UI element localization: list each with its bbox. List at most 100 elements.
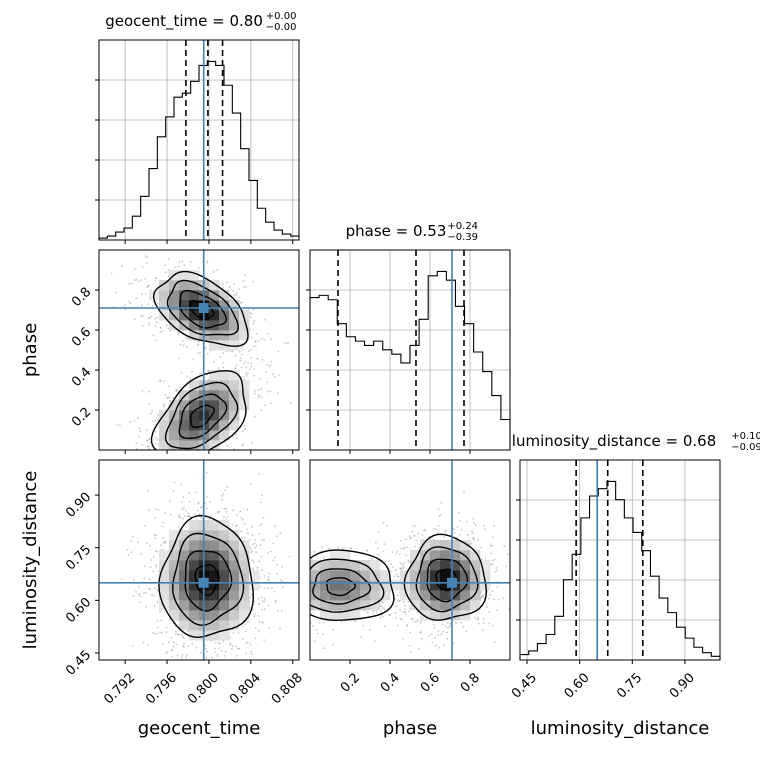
panel-geocent_time-phase-sample-point	[172, 396, 175, 399]
panel-geocent_time-luminosity_distance-sample-point	[194, 491, 197, 494]
panel-geocent_time-phase-sample-point	[148, 441, 151, 444]
panel-geocent_time-luminosity_distance-sample-point	[152, 631, 154, 634]
panel-phase-luminosity_distance-sample-point	[332, 628, 335, 631]
panel-geocent_time-phase-density-cell	[179, 280, 190, 291]
panel-geocent_time-phase-density-cell	[209, 430, 220, 441]
panel-geocent_time-luminosity_distance-sample-point	[191, 642, 194, 645]
panel-geocent_time-luminosity_distance-sample-point	[159, 631, 162, 634]
panel-phase-luminosity_distance-sample-point	[420, 631, 423, 633]
panel-geocent_time-luminosity_distance-sample-point	[256, 566, 259, 569]
panel-geocent_time-luminosity_distance-density-cell	[189, 530, 200, 541]
panel-phase-luminosity_distance-contour	[310, 549, 395, 622]
panel-geocent_time-phase-sample-point	[248, 350, 250, 353]
panel-geocent_time-phase-density-cell	[209, 290, 220, 301]
panel-geocent_time-phase-sample-point	[197, 352, 199, 355]
panel-geocent_time-phase-density-cell	[209, 330, 220, 341]
panel-geocent_time-luminosity_distance-density-cell	[229, 590, 240, 601]
panel-geocent_time-luminosity_distance-sample-point	[224, 489, 226, 491]
panel-geocent_time-phase-sample-point	[229, 286, 231, 289]
panel-geocent_time-phase-density-cell	[169, 280, 180, 291]
panel-geocent_time-luminosity_distance-sample-point	[276, 609, 279, 612]
panel-geocent_time-phase-sample-point	[140, 315, 143, 318]
panel-geocent_time-luminosity_distance-sample-point	[229, 642, 232, 644]
panel-phase-luminosity_distance-sample-point	[475, 524, 477, 527]
panel-phase-luminosity_distance-sample-point	[435, 644, 437, 647]
panel-phase-luminosity_distance-sample-point	[382, 550, 385, 553]
panel-phase-luminosity_distance-sample-point	[428, 635, 430, 637]
panel-geocent_time-luminosity_distance-density-cell	[209, 520, 220, 531]
panel-geocent_time-luminosity_distance-sample-point	[148, 587, 151, 590]
panel-geocent_time-phase-sample-point	[269, 364, 272, 366]
panel-phase-luminosity_distance-sample-point	[476, 538, 479, 541]
panel-geocent_time-luminosity_distance-sample-point	[185, 654, 188, 656]
panel-phase-luminosity_distance-sample-point	[360, 636, 362, 638]
panel-geocent_time-luminosity_distance-sample-point	[214, 647, 217, 650]
panel-geocent_time-phase-sample-point	[244, 274, 246, 277]
panel-phase-luminosity_distance-sample-point	[316, 632, 319, 635]
panel-phase-luminosity_distance-density-cell	[350, 590, 361, 601]
panel-geocent_time-phase-sample-point	[135, 297, 138, 299]
panel-geocent_time-luminosity_distance-sample-point	[255, 551, 258, 554]
panel-phase-luminosity_distance-sample-point	[496, 609, 498, 612]
panel-geocent_time-phase-contour	[164, 381, 239, 450]
panel-geocent_time-phase-sample-point	[124, 308, 127, 311]
panel-geocent_time-phase-sample-point	[154, 339, 157, 342]
panel-geocent_time-luminosity_distance-sample-point	[225, 650, 227, 653]
panel-geocent_time-luminosity_distance-sample-point	[235, 524, 238, 527]
panel-phase-luminosity_distance-sample-point	[383, 543, 386, 545]
panel-geocent_time-phase-density-cell	[179, 290, 190, 301]
hist-luminosity_distance-title-plus: +0.10	[731, 431, 760, 442]
panel-phase-luminosity_distance-density-cell	[470, 550, 481, 561]
panel-phase-luminosity_distance-density-cell	[420, 540, 431, 551]
panel-geocent_time-phase-sample-point	[174, 266, 177, 269]
panel-geocent_time-luminosity_distance-density-cell	[209, 580, 220, 591]
panel-geocent_time-phase-sample-point	[152, 334, 155, 337]
panel-geocent_time-phase-density-cell	[189, 330, 200, 341]
panel-phase-luminosity_distance-sample-point	[477, 616, 479, 619]
panel-geocent_time-luminosity_distance-sample-point	[138, 592, 141, 595]
panel-phase-luminosity_distance-sample-point	[480, 590, 483, 593]
panel-phase-luminosity_distance-density-cell	[310, 570, 321, 581]
panel-geocent_time-luminosity_distance-sample-point	[196, 509, 199, 512]
panel-phase-luminosity_distance-sample-point	[404, 613, 407, 616]
panel-phase-luminosity_distance-sample-point	[490, 563, 493, 566]
panel-geocent_time-phase-sample-point	[287, 342, 289, 345]
panel-phase-luminosity_distance-density-cell	[460, 570, 471, 581]
panel-geocent_time-phase-sample-point	[169, 330, 172, 332]
hist-geocent_time-steps	[98, 60, 300, 240]
hist-phase-frame	[309, 249, 511, 451]
panel-phase-luminosity_distance-sample-point	[416, 619, 419, 622]
panel-geocent_time-luminosity_distance-sample-point	[127, 554, 130, 556]
xlabel-geocent_time: geocent_time	[138, 718, 261, 739]
panel-geocent_time-phase-sample-point	[157, 443, 160, 445]
panel-phase-luminosity_distance-sample-point	[447, 626, 449, 629]
panel-phase-luminosity_distance-sample-point	[362, 624, 365, 627]
panel-phase-luminosity_distance-sample-point	[462, 625, 465, 628]
panel-geocent_time-phase-sample-point	[197, 340, 200, 343]
panel-geocent_time-luminosity_distance-density-cell	[219, 570, 230, 581]
panel-phase-luminosity_distance-density-cell	[410, 550, 421, 561]
hist-luminosity_distance-title-group: luminosity_distance = 0.68 +0.10−0.09	[512, 431, 760, 453]
panel-phase-luminosity_distance-sample-point	[384, 560, 387, 563]
panel-geocent_time-luminosity_distance-sample-point	[166, 651, 169, 653]
panel-geocent_time-phase-sample-point	[167, 258, 170, 261]
panel-geocent_time-phase-sample-point	[257, 339, 260, 342]
panel-phase-luminosity_distance-sample-point	[476, 618, 479, 621]
panel-geocent_time-phase-density-cell	[189, 280, 200, 291]
panel-geocent_time-phase-density-cell	[219, 400, 230, 411]
panel-geocent_time-phase-sample-point	[257, 389, 260, 391]
panel-geocent_time-luminosity_distance-sample-point	[211, 656, 213, 659]
panel-geocent_time-luminosity_distance-sample-point	[249, 546, 251, 548]
panel-geocent_time-luminosity_distance-sample-point	[221, 649, 223, 652]
panel-geocent_time-phase-sample-point	[135, 278, 138, 281]
panel-phase-luminosity_distance-sample-point	[474, 616, 476, 619]
panel-geocent_time-phase-sample-point	[150, 315, 153, 318]
panel-geocent_time-luminosity_distance-sample-point	[222, 492, 225, 495]
hist-phase-title: phase = 0.53	[346, 222, 447, 240]
panel-geocent_time-phase-density-cell	[239, 380, 250, 391]
panel-geocent_time-luminosity_distance-density-cell	[189, 620, 200, 631]
panel-geocent_time-phase-sample-point	[147, 285, 150, 288]
panel-geocent_time-phase-sample-point	[252, 280, 255, 283]
panel-phase-luminosity_distance-density-cell	[440, 580, 451, 591]
panel-geocent_time-luminosity_distance-sample-point	[254, 637, 257, 640]
